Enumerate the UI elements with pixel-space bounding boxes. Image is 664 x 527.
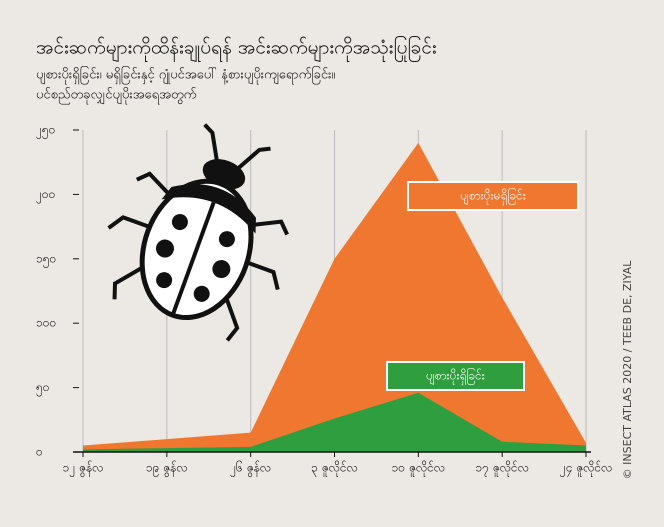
x-tick-label: ၂၆ ဇွန်လ [230, 460, 271, 478]
x-tick-label: ၁၉ ဇွန်လ [146, 460, 188, 478]
x-tick-label: ၁၂ ဇွန်လ [62, 460, 103, 478]
legend-label: ပျစားပိုးရှိခြင်း [426, 367, 485, 386]
x-tick-label: ၂၄ ဇူလိုင်လ [560, 460, 613, 478]
y-tick-label: ၀ [36, 445, 43, 459]
legend-box [407, 181, 579, 211]
y-tick-label: ၂၀၀ [36, 187, 55, 204]
ladybird-illustration [107, 123, 289, 342]
chart-title: အင်းဆက်များကိုထိန်းချုပ်ရန် အင်းဆက်များက… [36, 35, 437, 63]
x-tick-label: ၃ ဇူလိုင်လ [311, 460, 358, 478]
area [83, 392, 586, 452]
credit: © INSECT ATLAS 2020 / TEEB DE, ZIYAL [621, 260, 634, 480]
chart-subtitle: ပင်စည်တခုလျှင်ပျပိုးအရေအတွက် [36, 87, 197, 105]
legend-label: ပျစားပိုးမရှိခြင်း [460, 187, 526, 206]
y-tick-label: ၁၅၀ [36, 251, 56, 268]
y-tick-label: ၅၀ [36, 380, 50, 397]
x-tick-label: ၁၀ ဇူလိုင်လ [392, 460, 446, 478]
chart-subtitle: ပျစားပိုးရှိခြင်း၊ မရှိခြင်းနှင့် ဂျုံပင… [36, 66, 335, 85]
y-tick-label: ၁၀၀ [36, 316, 56, 330]
legend-box [386, 361, 525, 391]
x-tick-label: ၁၇ ဇူလိုင်လ [475, 460, 529, 478]
y-tick-label: ၂၅၀ [36, 123, 55, 140]
